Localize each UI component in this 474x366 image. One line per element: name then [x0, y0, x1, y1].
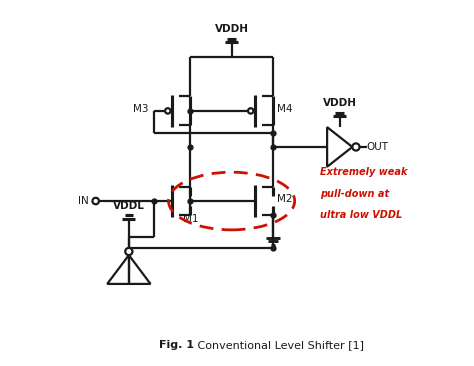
- Text: OUT: OUT: [367, 142, 389, 152]
- Text: VDDH: VDDH: [323, 98, 357, 108]
- Circle shape: [125, 248, 132, 255]
- Circle shape: [248, 108, 254, 113]
- Text: M3: M3: [133, 104, 149, 114]
- Text: ultra low VDDL: ultra low VDDL: [320, 210, 402, 220]
- Text: M4: M4: [277, 104, 292, 114]
- Text: VDDH: VDDH: [215, 25, 248, 34]
- Text: VDDL: VDDL: [113, 201, 145, 211]
- Circle shape: [352, 143, 360, 150]
- Circle shape: [165, 108, 171, 113]
- Text: M2: M2: [277, 194, 292, 204]
- Text: Extremely weak: Extremely weak: [320, 167, 407, 177]
- Text: IN: IN: [79, 196, 89, 206]
- Text: M1: M1: [183, 214, 199, 224]
- Text: pull-down at: pull-down at: [320, 189, 389, 199]
- Circle shape: [92, 198, 99, 204]
- Text: Fig. 1: Fig. 1: [159, 340, 194, 350]
- Text: Conventional Level Shifter [1]: Conventional Level Shifter [1]: [194, 340, 364, 350]
